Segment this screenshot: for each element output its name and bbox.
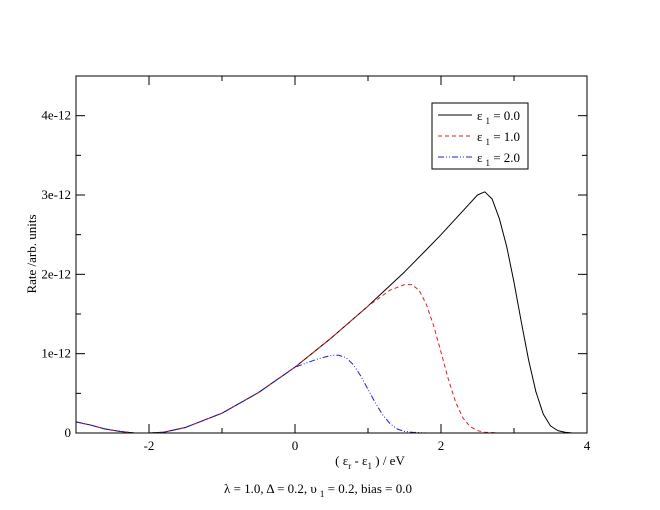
- series-line-0: [75, 191, 587, 434]
- y-tick-label: 3e-12: [41, 187, 71, 202]
- plot-frame: [75, 75, 588, 434]
- x-tick-label: 0: [292, 438, 299, 453]
- legend-box: [431, 102, 529, 170]
- x-axis-label: ( εr - ε1 ) / eV: [335, 453, 405, 471]
- y-tick-label: 1e-12: [41, 346, 71, 361]
- series-layer: [75, 191, 587, 434]
- x-tick-label: 4: [584, 438, 591, 453]
- x-tick-label: -2: [144, 438, 155, 453]
- ticks-layer: -2 0 2 4 0 1e-12 2e-12 3e-12 4e-12: [41, 76, 591, 453]
- y-tick-label: 0: [65, 425, 72, 440]
- y-axis-label: Rate /arb. units: [24, 214, 39, 293]
- y-tick-label: 4e-12: [41, 108, 71, 123]
- y-tick-label: 2e-12: [41, 266, 71, 281]
- series-line-1: [75, 284, 500, 434]
- series-line-2: [75, 354, 427, 434]
- x-tick-label: 2: [438, 438, 445, 453]
